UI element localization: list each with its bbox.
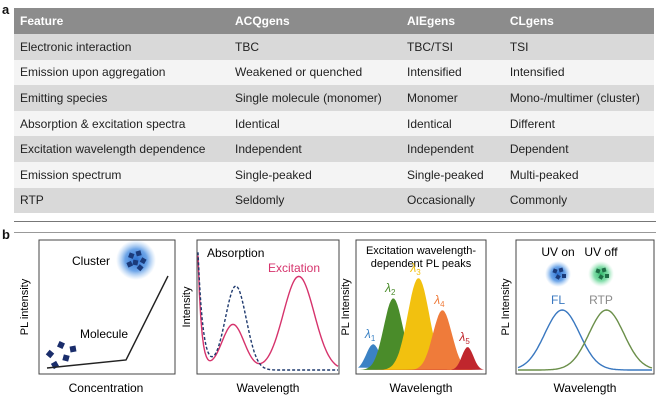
cell-acqgens: Single-peaked (229, 161, 401, 188)
table-header-row: Feature ACQgens AIEgens CLgens (14, 8, 654, 34)
panel-a-label: a (2, 2, 10, 17)
table-bottom-rule (14, 221, 656, 222)
cell-clgens: TSI (503, 34, 654, 60)
rtp-curve (518, 309, 653, 371)
plot1-molecule-label: Molecule (80, 327, 128, 341)
uv-on-label: UV on (541, 245, 574, 259)
cell-aiegens: Identical (401, 110, 504, 137)
plot1-xlabel: Concentration (69, 381, 144, 395)
cell-feature: Emission upon aggregation (14, 59, 230, 86)
cell-acqgens: Seldomly (229, 187, 401, 214)
plot3-title-line2: dependent PL peaks (371, 258, 472, 270)
absorption-curve (197, 252, 338, 371)
plot1-curve (46, 275, 169, 369)
pl-peak-2 (358, 298, 484, 370)
table-row: Excitation wavelength dependence Indepen… (14, 136, 654, 162)
pl-peak-label-2: λ2 (384, 281, 396, 297)
header-aiegens: AIEgens (401, 8, 504, 34)
cluster-icon (116, 240, 156, 280)
plot1-ylabel: PL intensity (19, 278, 31, 335)
cell-aiegens: Monomer (401, 85, 504, 111)
cell-clgens: Different (503, 110, 654, 137)
plot-excitation-dependent-pl: PL Intensity Wavelength Excitation wavel… (340, 239, 487, 395)
pl-peak-label-1: λ1 (364, 327, 376, 343)
table-row: Absorption & excitation spectra Identica… (14, 110, 654, 137)
uv-on-glow-icon (545, 261, 571, 287)
plot1-cluster-label: Cluster (72, 254, 110, 268)
cell-acqgens: Single molecule (monomer) (229, 85, 401, 111)
cell-aiegens: Independent (401, 136, 504, 162)
comparison-table: Feature ACQgens AIEgens CLgens Electroni… (14, 8, 654, 214)
plot-concentration: PL intensity Concentration Cluster Molec… (19, 239, 176, 395)
cell-clgens: Dependent (503, 136, 654, 162)
plot4-frame (515, 239, 655, 375)
uv-off-glow-icon (588, 261, 614, 287)
cell-feature: Electronic interaction (14, 34, 230, 60)
cell-clgens: Multi-peaked (503, 161, 654, 188)
plot4-xlabel: Wavelength (554, 381, 617, 395)
cell-acqgens: Independent (229, 136, 401, 162)
cell-aiegens: Intensified (401, 59, 504, 86)
cell-aiegens: TBC/TSI (401, 34, 504, 60)
cell-feature: Absorption & excitation spectra (14, 110, 230, 137)
cell-clgens: Commonly (503, 187, 654, 214)
plot2-xlabel: Wavelength (237, 381, 300, 395)
fl-label: FL (551, 293, 565, 307)
pl-peak-label-5: λ5 (458, 330, 470, 346)
header-clgens: CLgens (503, 8, 654, 34)
uv-off-label: UV off (584, 245, 618, 259)
plot2-frame (196, 239, 340, 375)
plot3-peaks: λ1 λ2 λ3 λ4 λ5 (358, 261, 484, 370)
cell-acqgens: Weakened or quenched (229, 59, 401, 86)
cell-acqgens: Identical (229, 110, 401, 137)
table-row: Emitting species Single molecule (monome… (14, 85, 654, 111)
plot-fl-rtp: PL Intensity Wavelength UV on UV off FL … (500, 239, 655, 395)
excitation-curve (197, 255, 339, 367)
cell-aiegens: Single-peaked (401, 161, 504, 188)
plot2-ylabel: Intensity (181, 286, 193, 327)
cell-acqgens: TBC (229, 34, 401, 60)
table-row: Emission spectrum Single-peaked Single-p… (14, 161, 654, 188)
rtp-label: RTP (589, 293, 613, 307)
cell-feature: Excitation wavelength dependence (14, 136, 230, 162)
cell-feature: Emitting species (14, 85, 230, 111)
pl-peak-3 (358, 278, 484, 370)
fl-curve (517, 309, 652, 371)
pl-peak-4 (358, 310, 484, 370)
section-divider (14, 232, 656, 233)
cell-clgens: Mono-/multimer (cluster) (503, 85, 654, 111)
pl-peak-label-3: λ3 (409, 261, 421, 277)
plot2-absorption-label: Absorption (207, 246, 264, 260)
table-row: Emission upon aggregation Weakened or qu… (14, 59, 654, 86)
pl-peak-5 (358, 347, 484, 370)
cell-feature: Emission spectrum (14, 161, 230, 188)
plot3-ylabel: PL Intensity (340, 278, 352, 336)
header-feature: Feature (14, 8, 230, 34)
table-row: Electronic interaction TBC TBC/TSI TSI (14, 34, 654, 60)
header-acqgens: ACQgens (229, 8, 401, 34)
cell-aiegens: Occasionally (401, 187, 504, 214)
pl-peak-label-4: λ4 (433, 293, 445, 309)
plot3-title-line1: Excitation wavelength- (366, 245, 476, 257)
panel-b-label: b (2, 227, 10, 242)
plot3-xlabel: Wavelength (390, 381, 453, 395)
plot-absorption-excitation: Intensity Wavelength Absorption Excitati… (181, 239, 340, 395)
cell-clgens: Intensified (503, 59, 654, 86)
plot4-ylabel: PL Intensity (500, 278, 512, 336)
table-row: RTP Seldomly Occasionally Commonly (14, 187, 654, 214)
plot2-excitation-label: Excitation (268, 261, 320, 275)
cell-feature: RTP (14, 187, 230, 214)
